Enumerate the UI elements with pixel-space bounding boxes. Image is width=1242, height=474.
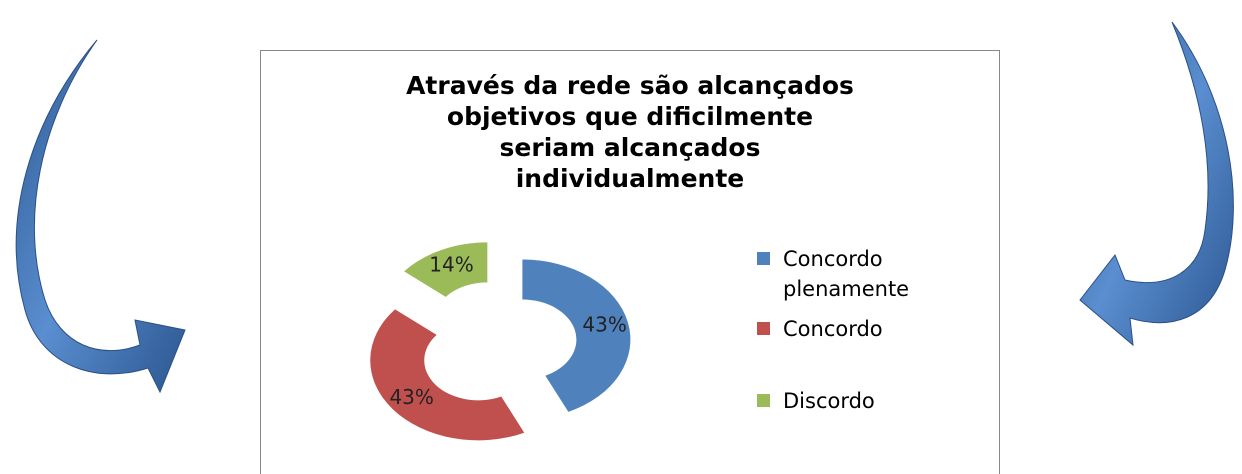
legend-swatch: [757, 394, 770, 407]
chart-title: Através da rede são alcançados objetivos…: [400, 70, 860, 194]
legend-swatch: [757, 322, 770, 335]
left-arrow: [16, 40, 185, 392]
right-arrow: [1080, 22, 1233, 345]
legend-swatch: [757, 252, 770, 265]
legend-label: Concordo plenamente: [783, 247, 909, 301]
data-label: 43%: [582, 312, 626, 336]
legend-label: Discordo: [783, 389, 875, 413]
data-label: 43%: [389, 385, 433, 409]
legend-label: Concordo: [783, 317, 883, 341]
legend-entry: Concordo: [783, 314, 983, 344]
page: 43% 43% 14% Através da rede são alcançados…: [0, 0, 1242, 474]
data-label: 14%: [429, 252, 473, 276]
legend-entry: Discordo: [783, 386, 983, 416]
legend-entry: Concordo plenamente: [783, 244, 983, 304]
